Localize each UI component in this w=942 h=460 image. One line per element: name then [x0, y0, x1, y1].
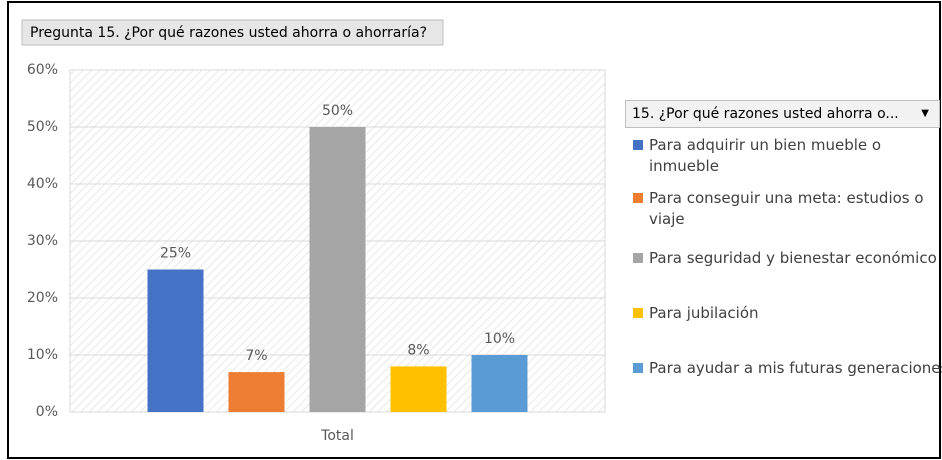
data-label: 7% [245, 348, 267, 364]
data-label: 8% [407, 342, 429, 358]
title-box [21, 19, 444, 46]
chart-title: Pregunta 15. ¿Por qué razones usted ahor… [30, 25, 427, 41]
data-label: 25% [160, 246, 191, 262]
bar [228, 372, 285, 412]
y-tick-label: 60% [27, 62, 58, 78]
bar [147, 269, 204, 412]
bar [309, 127, 366, 412]
legend-item: Para seguridad y bienestar económico [633, 248, 942, 269]
legend: 15. ¿Por qué razones usted ahorra o... ▼ … [625, 100, 942, 377]
legend-swatch [633, 363, 643, 373]
legend-swatch [633, 140, 643, 150]
legend-item: Para ayudar a mis futuras generaciones [633, 358, 942, 379]
legend-swatch [633, 308, 643, 318]
y-tick-label: 30% [27, 233, 58, 249]
legend-swatch [633, 253, 643, 263]
legend-item: Para jubilación [633, 303, 942, 324]
legend-item: Para adquirir un bien mueble o inmueble [633, 135, 942, 177]
data-label: 10% [484, 331, 515, 347]
dropdown-arrow[interactable]: ▼ [921, 108, 929, 119]
legend-label: Para conseguir una meta: estudios o viaj… [649, 189, 924, 228]
y-tick-label: 50% [27, 119, 58, 135]
legend-label: Para seguridad y bienestar económico [649, 249, 937, 267]
y-tick-label: 20% [27, 290, 58, 306]
legend-label: Para ayudar a mis futuras generaciones [649, 359, 942, 377]
legend-label: Para adquirir un bien mueble o inmueble [649, 136, 882, 175]
legend-swatch [633, 193, 643, 203]
y-tick-label: 0% [36, 404, 58, 420]
y-tick-label: 40% [27, 176, 58, 192]
data-label: 50% [322, 103, 353, 119]
x-tick-label: Total [320, 428, 354, 444]
legend-filter[interactable]: 15. ¿Por qué razones usted ahorra o... ▼ [625, 100, 940, 128]
bar [471, 355, 528, 412]
y-tick-label: 10% [27, 347, 58, 363]
legend-title: 15. ¿Por qué razones usted ahorra o... [632, 106, 899, 122]
legend-item: Para conseguir una meta: estudios o viaj… [633, 188, 942, 230]
bar [390, 366, 447, 412]
legend-label: Para jubilación [649, 304, 759, 322]
